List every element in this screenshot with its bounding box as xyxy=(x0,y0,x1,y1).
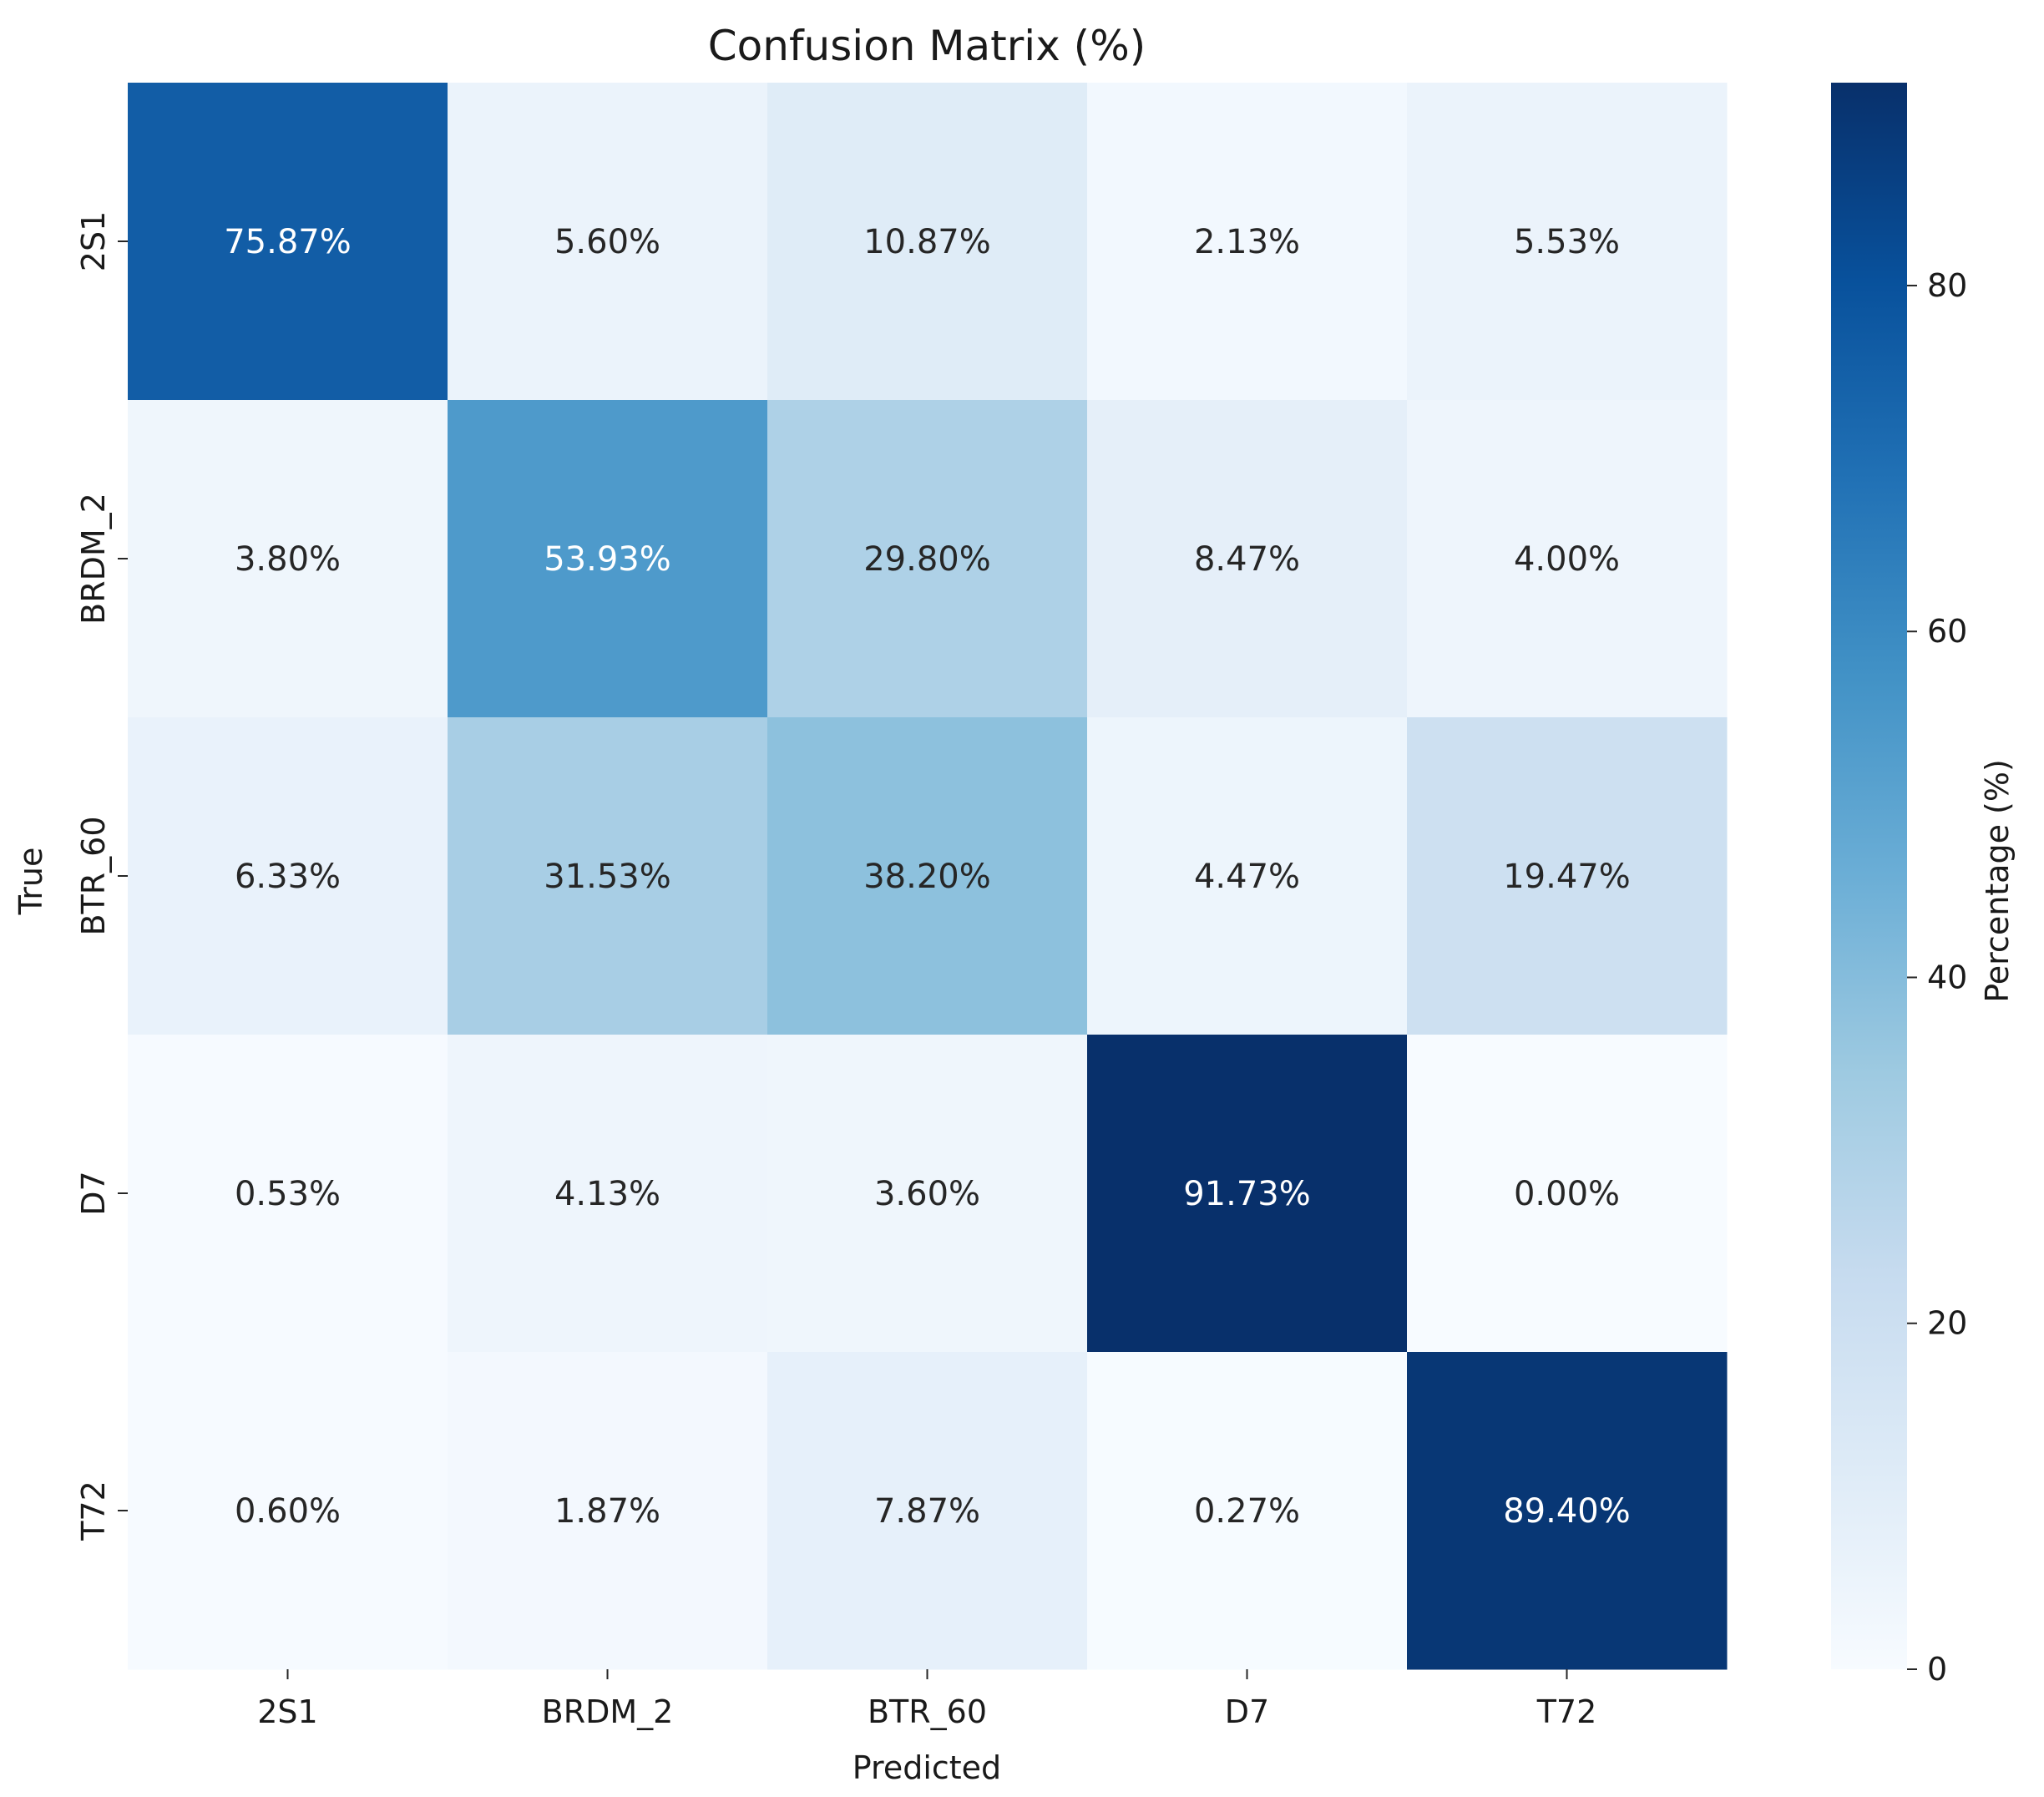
heatmap-cell-3-3 xyxy=(1087,1035,1408,1353)
heatmap-cell-3-1 xyxy=(448,1035,768,1353)
cell-label-0-4: 5.53% xyxy=(1514,223,1620,261)
x-tick-label-2: BTR_60 xyxy=(868,1693,987,1730)
heatmap-cell-2-4 xyxy=(1407,717,1728,1035)
colorbar-tick-label-3: 60 xyxy=(1927,613,1967,650)
heatmap-cell-2-0 xyxy=(128,717,448,1035)
heatmap-cell-1-3 xyxy=(1087,400,1408,718)
y-tick-label-4: T72 xyxy=(75,1481,112,1541)
cell-label-3-2: 3.60% xyxy=(874,1175,980,1213)
colorbar-tick-label-4: 80 xyxy=(1927,267,1967,304)
cell-label-1-2: 29.80% xyxy=(863,540,991,579)
cell-label-4-2: 7.87% xyxy=(874,1492,980,1531)
colorbar-tick-label-2: 40 xyxy=(1927,959,1967,995)
cell-label-4-1: 1.87% xyxy=(554,1492,660,1531)
y-tick-label-0: 2S1 xyxy=(75,211,112,271)
heatmap-cell-3-4 xyxy=(1407,1035,1728,1353)
heatmap-cell-4-3 xyxy=(1087,1352,1408,1670)
chart-title: Confusion Matrix (%) xyxy=(708,22,1146,70)
heatmap-cell-2-3 xyxy=(1087,717,1408,1035)
cell-label-0-3: 2.13% xyxy=(1194,223,1300,261)
cell-label-3-4: 0.00% xyxy=(1514,1175,1620,1213)
colorbar-gradient xyxy=(1831,83,1907,1669)
heatmap-cell-1-4 xyxy=(1407,400,1728,718)
x-tick-label-3: D7 xyxy=(1225,1693,1269,1730)
cell-label-1-1: 53.93% xyxy=(544,540,671,579)
heatmap-cell-1-1 xyxy=(448,400,768,718)
y-tick-label-1: BRDM_2 xyxy=(75,493,112,625)
cell-label-1-3: 8.47% xyxy=(1194,540,1300,579)
colorbar-tick-label-1: 20 xyxy=(1927,1305,1967,1342)
cell-label-2-0: 6.33% xyxy=(235,858,341,896)
heatmap-cell-0-2 xyxy=(767,83,1088,401)
y-tick-label-2: BTR_60 xyxy=(75,816,112,935)
cell-label-4-3: 0.27% xyxy=(1194,1492,1300,1531)
heatmap-cell-2-2 xyxy=(767,717,1088,1035)
heatmap-cells: 75.87% 5.60% 10.87% 2.13% 5.53% 3.80% 53.93% 29… xyxy=(128,83,1728,1670)
heatmap-cell-4-2 xyxy=(767,1352,1088,1670)
heatmap-cell-3-0 xyxy=(128,1035,448,1353)
colorbar: 0 20 40 60 80 xyxy=(1831,83,1967,1688)
cell-label-2-2: 38.20% xyxy=(863,858,991,896)
heatmap-cell-0-4 xyxy=(1407,83,1728,401)
heatmap-cell-2-1 xyxy=(448,717,768,1035)
x-axis-ticks: 2S1 BRDM_2 BTR_60 D7 T72 xyxy=(257,1669,1596,1730)
heatmap-cell-0-0 xyxy=(128,83,448,401)
x-axis-label: Predicted xyxy=(853,1749,1001,1786)
cell-label-0-2: 10.87% xyxy=(863,223,991,261)
y-axis-label: True xyxy=(13,848,49,916)
cell-label-0-1: 5.60% xyxy=(554,223,660,261)
colorbar-label: Percentage (%) xyxy=(1979,759,2016,1003)
cell-label-2-4: 19.47% xyxy=(1503,858,1631,896)
y-tick-label-3: D7 xyxy=(75,1171,112,1215)
cell-label-1-0: 3.80% xyxy=(235,540,341,579)
cell-label-4-4: 89.40% xyxy=(1503,1492,1631,1531)
cell-label-3-3: 91.73% xyxy=(1183,1175,1311,1213)
heatmap-cell-4-1 xyxy=(448,1352,768,1670)
x-tick-label-1: BRDM_2 xyxy=(542,1693,674,1730)
cell-label-3-0: 0.53% xyxy=(235,1175,341,1213)
cell-label-0-0: 75.87% xyxy=(224,223,352,261)
cell-label-3-1: 4.13% xyxy=(554,1175,660,1213)
x-tick-label-4: T72 xyxy=(1536,1693,1597,1730)
x-tick-label-0: 2S1 xyxy=(257,1693,317,1730)
heatmap-cell-4-4 xyxy=(1407,1352,1728,1670)
heatmap-cell-1-2 xyxy=(767,400,1088,718)
heatmap-cell-1-0 xyxy=(128,400,448,718)
heatmap-cell-0-3 xyxy=(1087,83,1408,401)
heatmap-cell-0-1 xyxy=(448,83,768,401)
y-axis-ticks: 2S1 BRDM_2 BTR_60 D7 T72 xyxy=(75,211,128,1541)
cell-label-4-0: 0.60% xyxy=(235,1492,341,1531)
cell-label-1-4: 4.00% xyxy=(1514,540,1620,579)
colorbar-tick-label-0: 0 xyxy=(1927,1651,1947,1688)
heatmap-cell-3-2 xyxy=(767,1035,1088,1353)
heatmap-cell-4-0 xyxy=(128,1352,448,1670)
cell-label-2-1: 31.53% xyxy=(544,858,671,896)
cell-label-2-3: 4.47% xyxy=(1194,858,1300,896)
